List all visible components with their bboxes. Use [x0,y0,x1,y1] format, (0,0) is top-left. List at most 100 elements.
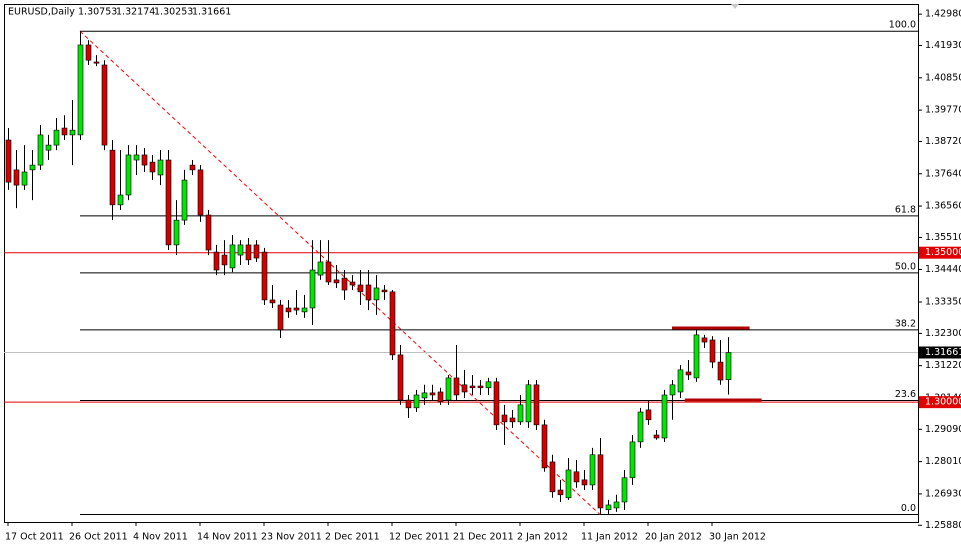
candle-body [61,127,68,136]
candle-body [29,164,36,171]
candle-body [525,384,532,423]
price-marker [919,396,961,409]
candle-body [517,404,524,423]
candle-body [637,411,644,443]
x-tick-label: 2 Jan 2012 [517,532,568,543]
candle-body [437,391,444,403]
y-tick-label: 1.41930 [925,40,961,51]
candle-body [261,251,268,301]
candle-body [157,159,164,176]
x-tick-label: 2 Dec 2011 [325,532,380,543]
candle-body [189,164,196,171]
x-tick-label: 4 Nov 2011 [133,532,188,543]
candle-body [21,171,28,186]
x-tick-label: 11 Jan 2012 [581,532,638,543]
x-tick-label: 30 Jan 2012 [709,532,766,543]
price-marker [919,246,961,259]
candle-body [301,307,308,313]
candle-body [125,154,132,196]
y-tick-label: 1.26930 [925,488,961,499]
candle-body [341,277,348,291]
candle-body [149,161,156,173]
candle-body [285,307,292,313]
candle-body [677,369,684,393]
shift-marker [731,4,739,9]
x-tick-label: 17 Oct 2011 [5,532,64,543]
candle-body [661,394,668,439]
x-tick-label: 12 Dec 2011 [389,532,450,543]
candle-body [333,279,340,284]
x-tick-label: 23 Nov 2011 [261,532,322,543]
candle-body [445,377,452,401]
candle-body [429,392,436,396]
candle-body [173,219,180,246]
candle-body [477,385,484,389]
candle-body [421,392,428,399]
y-tick-label: 1.39770 [925,105,961,116]
candle-body [597,454,604,509]
candle-body [645,409,652,421]
candle-body [53,129,60,146]
candle-body [133,154,140,161]
candle-body [245,244,252,261]
candle-body [509,417,516,423]
candle-body [117,194,124,206]
candle-body [581,479,588,486]
fibo-label: 100.0 [889,20,916,31]
price-marker-label: 1.30000 [925,397,961,408]
candle-body [669,384,676,396]
candle-body [181,179,188,221]
candle-body [693,334,700,379]
y-tick-label: 1.37640 [925,168,961,179]
y-tick-label: 1.38720 [925,136,961,147]
candle-body [381,289,388,293]
y-tick-label: 1.36560 [925,201,961,212]
candle-body [709,339,716,363]
fibo-label: 61.8 [895,204,916,215]
candle-body [213,251,220,271]
candle-body [85,44,92,61]
candle-body [629,441,636,479]
candle-body [221,254,228,266]
candle-body [717,361,724,381]
bid-marker-label: 1.31661 [925,347,961,358]
low-value: 1.30253 [154,7,193,18]
fibo-label: 23.6 [895,389,916,400]
candle-body [533,384,540,426]
candle-body [397,354,404,401]
candle-body [613,501,620,509]
candle-body [461,384,468,393]
overlays: 100.0 61.8 50.0 38.2 23.6 0.0 [4,20,918,516]
y-tick-label: 1.32300 [925,328,961,339]
candle-body [549,461,556,493]
y-tick-label: 1.35510 [925,232,961,243]
candle-body [453,377,460,396]
candle-body [653,434,660,439]
candle-body [349,281,356,286]
candle-body [469,385,476,389]
candle-body [69,129,76,136]
candle-body [5,139,12,183]
candle-body [605,504,612,511]
candle-body [293,307,300,311]
candle-body [493,381,500,426]
candle-body [589,454,596,486]
candle-body [205,214,212,251]
candle-body [413,394,420,409]
y-tick-label: 1.25880 [925,520,961,531]
high-value: 1.32174 [116,7,155,18]
candles [5,31,732,514]
y-tick-label: 1.28010 [925,456,961,467]
candle-body [101,64,108,146]
y-tick-label: 1.33350 [925,297,961,308]
header: EURUSD,Daily 1.30753 1.32174 1.30253 1.3… [8,7,231,18]
candle-body [685,371,692,376]
candle-body [565,469,572,499]
candle-body [141,154,148,166]
candle-body [501,414,508,423]
candle-body [621,477,628,503]
symbol: EURUSD,Daily [8,7,75,18]
candle-body [309,269,316,309]
x-tick-label: 14 Nov 2011 [197,532,258,543]
